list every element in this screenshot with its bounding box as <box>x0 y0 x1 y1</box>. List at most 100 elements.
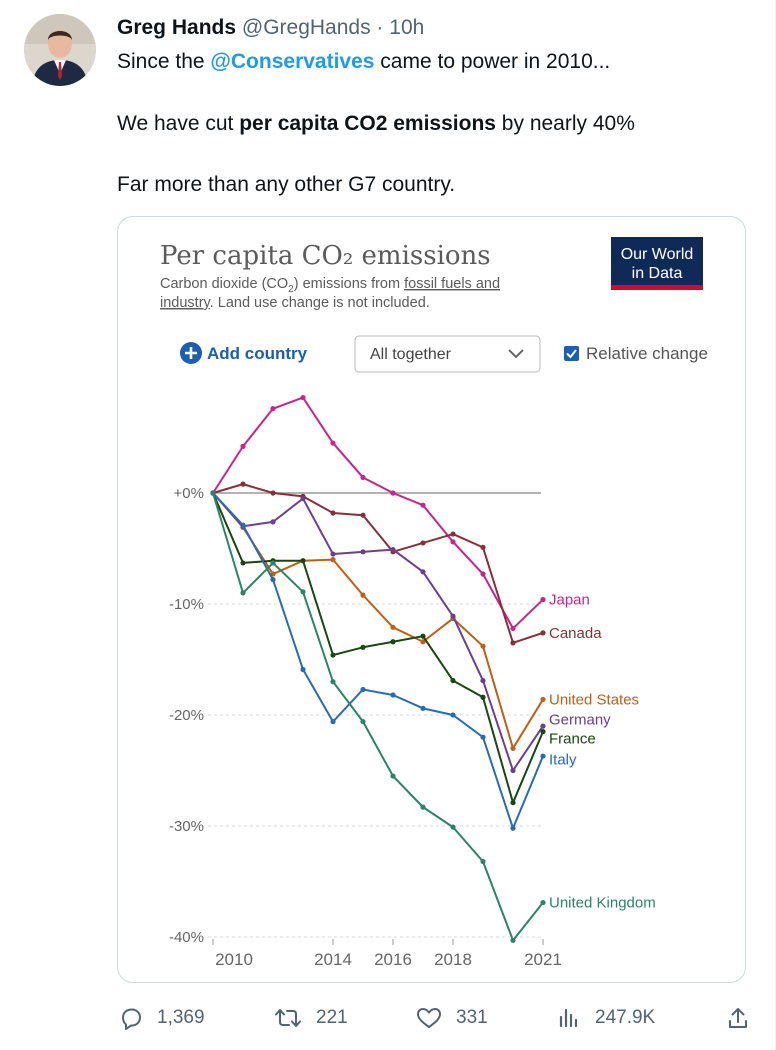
retweet-button[interactable]: 221 <box>274 1000 348 1036</box>
owid-logo[interactable]: Our World in Data <box>611 237 703 290</box>
data-point[interactable] <box>270 519 276 525</box>
data-point[interactable] <box>330 440 336 446</box>
data-point[interactable] <box>420 705 426 711</box>
data-point[interactable] <box>540 729 546 735</box>
tweet-time[interactable]: 10h <box>389 16 425 39</box>
data-point[interactable] <box>300 589 306 595</box>
data-point[interactable] <box>540 696 546 703</box>
plot-area: +0% -10% -20% -30% -40% 2010 2014 2016 2018 2021 J… <box>169 394 656 969</box>
data-point[interactable] <box>300 558 306 564</box>
data-point[interactable] <box>360 719 366 725</box>
data-point[interactable] <box>270 490 276 496</box>
data-point[interactable] <box>420 639 426 645</box>
author-name[interactable]: Greg Hands <box>117 16 237 39</box>
data-point[interactable] <box>390 773 396 779</box>
views-button[interactable]: 247.9K <box>557 1000 655 1036</box>
data-point[interactable] <box>330 557 336 563</box>
series-line[interactable] <box>212 492 544 942</box>
data-point[interactable] <box>510 767 516 774</box>
facet-dropdown[interactable]: All together <box>354 335 541 373</box>
data-point[interactable] <box>360 474 366 481</box>
like-button[interactable]: 331 <box>416 1000 488 1036</box>
data-point[interactable] <box>510 640 516 646</box>
data-point[interactable] <box>360 686 366 693</box>
data-point[interactable] <box>240 443 246 449</box>
data-point[interactable] <box>270 560 276 566</box>
data-point[interactable] <box>450 539 456 545</box>
data-point[interactable] <box>510 825 516 831</box>
tweet-media-card[interactable]: Per capita CO₂ emissions Carbon dioxide … <box>117 216 746 983</box>
data-point[interactable] <box>390 547 396 553</box>
add-country-button[interactable]: Add country <box>180 342 308 364</box>
data-point[interactable] <box>480 677 486 684</box>
avatar[interactable] <box>24 14 96 86</box>
data-point[interactable] <box>360 644 366 650</box>
data-point[interactable] <box>360 592 366 598</box>
data-point[interactable] <box>450 531 456 537</box>
data-point[interactable] <box>450 824 456 830</box>
data-point[interactable] <box>330 679 336 685</box>
data-point[interactable] <box>480 734 486 740</box>
data-point[interactable] <box>270 406 276 412</box>
data-point[interactable] <box>480 544 486 550</box>
data-point[interactable] <box>510 745 516 751</box>
author-handle[interactable]: @GregHands <box>241 16 371 39</box>
data-point[interactable] <box>450 613 456 619</box>
data-point[interactable] <box>300 666 306 673</box>
data-point[interactable] <box>540 630 546 636</box>
data-point[interactable] <box>240 560 246 566</box>
data-point[interactable] <box>270 576 276 583</box>
checkbox[interactable] <box>564 346 579 361</box>
data-point[interactable] <box>420 569 426 575</box>
share-button[interactable] <box>726 1000 750 1036</box>
data-point[interactable] <box>480 694 486 700</box>
data-point[interactable] <box>480 571 486 577</box>
data-point[interactable] <box>510 625 516 632</box>
series-line[interactable] <box>212 492 544 830</box>
data-point[interactable] <box>420 633 426 639</box>
data-point[interactable] <box>390 692 396 698</box>
data-point[interactable] <box>390 639 396 645</box>
data-point[interactable] <box>420 540 426 546</box>
data-point[interactable] <box>330 551 336 557</box>
data-point[interactable] <box>510 800 516 806</box>
data-point[interactable] <box>480 643 486 649</box>
series-line[interactable] <box>212 492 544 750</box>
reply-count: 1,369 <box>157 1007 205 1028</box>
data-point[interactable] <box>450 677 456 684</box>
dropdown-value: All together <box>370 346 452 363</box>
data-point[interactable] <box>390 490 396 496</box>
data-point[interactable] <box>480 858 486 865</box>
data-point[interactable] <box>540 723 546 729</box>
data-point[interactable] <box>210 490 216 496</box>
data-point[interactable] <box>540 899 546 906</box>
reply-button[interactable]: 1,369 <box>119 1000 205 1036</box>
data-point[interactable] <box>420 804 426 810</box>
series-label: France <box>549 730 596 747</box>
data-point[interactable] <box>330 719 336 725</box>
data-point[interactable] <box>330 510 336 516</box>
data-point[interactable] <box>240 590 246 596</box>
data-point[interactable] <box>360 512 366 518</box>
data-point[interactable] <box>450 712 456 718</box>
data-point[interactable] <box>390 624 396 630</box>
data-point[interactable] <box>360 549 366 555</box>
data-point[interactable] <box>300 394 306 401</box>
relative-change-toggle[interactable]: Relative change <box>564 344 708 363</box>
data-point[interactable] <box>420 502 426 508</box>
series-line[interactable] <box>212 492 544 772</box>
series-line[interactable] <box>212 396 544 630</box>
data-point[interactable] <box>510 937 516 943</box>
tweet-text-line-3: Far more than any other G7 country. <box>117 173 456 196</box>
data-point[interactable] <box>540 596 546 603</box>
series-line[interactable] <box>212 492 544 804</box>
series-line[interactable] <box>212 483 544 644</box>
x-tick-label: 2016 <box>374 950 412 969</box>
data-point[interactable] <box>540 753 546 759</box>
data-point[interactable] <box>330 652 336 658</box>
mention-link[interactable]: @Conservatives <box>210 50 375 73</box>
data-point[interactable] <box>240 522 246 528</box>
data-point[interactable] <box>240 481 246 487</box>
data-point[interactable] <box>300 495 306 502</box>
